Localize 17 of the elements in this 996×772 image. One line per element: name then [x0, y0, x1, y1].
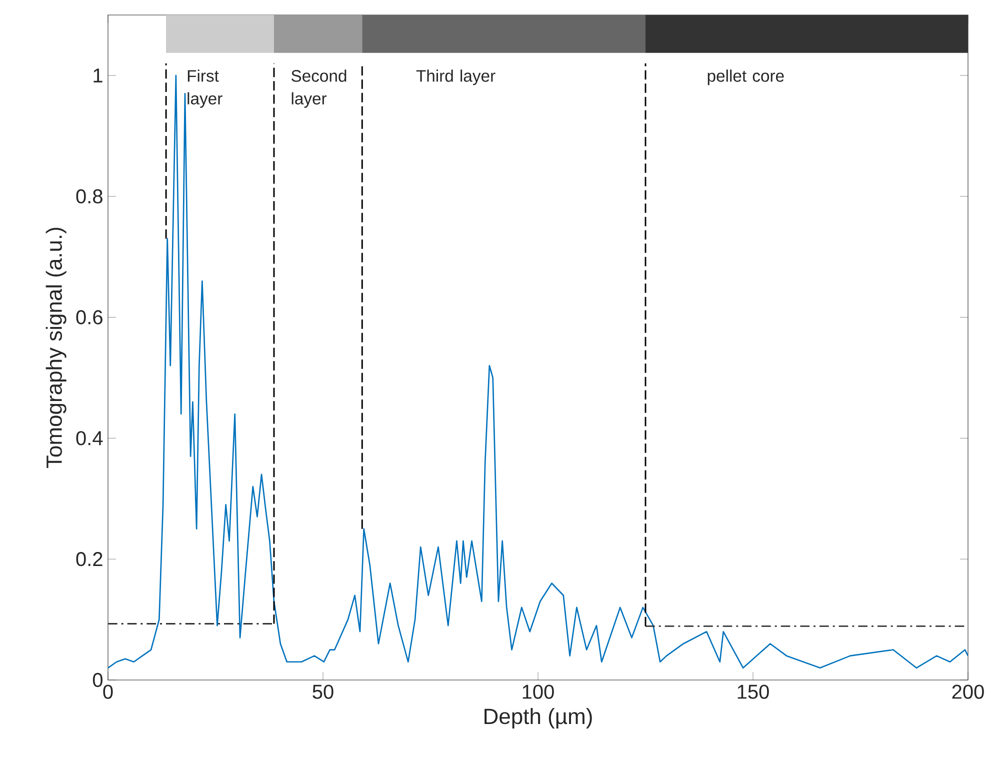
- x-tick-label: 50: [312, 684, 334, 699]
- band-label: pellet core: [708, 70, 784, 86]
- y-tick-label: 0.4: [76, 431, 103, 446]
- y-tick-label: 0.2: [76, 552, 102, 566]
- x-tick-label: 200: [952, 684, 984, 699]
- y-tick-label: 0: [92, 672, 102, 688]
- x-axis-title: Depth (µm): [484, 708, 592, 729]
- x-tick-label: 100: [522, 684, 554, 699]
- y-axis-title: Tomography signal (a.u.): [46, 228, 66, 468]
- band-label: First layer: [188, 70, 222, 108]
- x-tick-label: 150: [738, 684, 769, 699]
- band-label: Third layer: [416, 70, 496, 86]
- y-tick-label: 0.8: [76, 189, 102, 204]
- x-tick-label: 0: [103, 684, 113, 699]
- y-tick-label: 1: [94, 68, 102, 82]
- y-tick-label: 0.6: [76, 310, 102, 324]
- band-label: Second layer: [291, 70, 346, 108]
